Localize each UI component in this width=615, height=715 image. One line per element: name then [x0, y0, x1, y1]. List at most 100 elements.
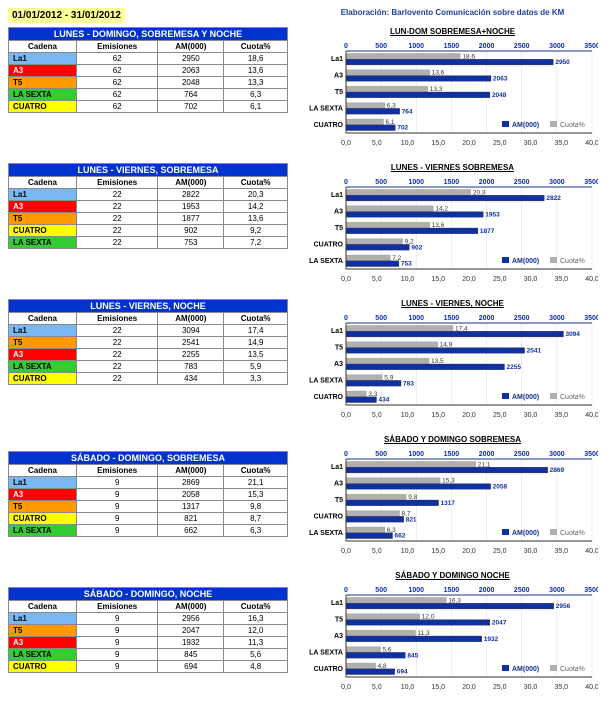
- table-row: CUATRO229029,2: [9, 225, 288, 237]
- table-title: LUNES - VIERNES, SOBREMESA: [9, 164, 288, 177]
- svg-text:2500: 2500: [514, 179, 530, 186]
- svg-text:40,0: 40,0: [585, 548, 598, 555]
- cuota-cell: 13,5: [224, 349, 288, 361]
- table-title: SÁBADO - DOMINGO, NOCHE: [9, 588, 288, 601]
- channel-cell: LA SEXTA: [9, 237, 77, 249]
- svg-text:T5: T5: [335, 225, 343, 232]
- svg-text:35,0: 35,0: [554, 140, 568, 147]
- channel-cell: La1: [9, 53, 77, 65]
- svg-text:3000: 3000: [549, 179, 565, 186]
- emissions-cell: 9: [77, 649, 158, 661]
- table-header: Emisiones: [77, 41, 158, 53]
- bar-chart: 05001000150020002500300035000,05,010,015…: [298, 445, 598, 555]
- svg-text:3094: 3094: [565, 331, 580, 338]
- data-table: SÁBADO - DOMINGO, SOBREMESACadenaEmision…: [8, 451, 288, 537]
- am-cell: 1317: [158, 501, 224, 513]
- emissions-cell: 22: [77, 361, 158, 373]
- svg-text:2500: 2500: [514, 43, 530, 50]
- svg-text:10,0: 10,0: [401, 140, 415, 147]
- svg-text:783: 783: [403, 380, 414, 387]
- svg-text:10,0: 10,0: [401, 276, 415, 283]
- svg-text:35,0: 35,0: [554, 276, 568, 283]
- svg-text:821: 821: [406, 516, 417, 523]
- table-panel: SÁBADO - DOMINGO, SOBREMESACadenaEmision…: [8, 451, 288, 537]
- am-cell: 783: [158, 361, 224, 373]
- cuota-cell: 12,0: [224, 625, 288, 637]
- svg-text:20,0: 20,0: [462, 276, 476, 283]
- svg-text:30,0: 30,0: [524, 548, 538, 555]
- svg-text:1000: 1000: [408, 315, 424, 322]
- cuota-cell: 6,3: [224, 525, 288, 537]
- bar-chart: 05001000150020002500300035000,05,010,015…: [298, 37, 598, 147]
- svg-text:2000: 2000: [479, 43, 495, 50]
- svg-text:0: 0: [344, 179, 348, 186]
- svg-text:15,0: 15,0: [431, 412, 445, 419]
- chart-panel: LUNES - VIERNES SOBREMESA050010001500200…: [298, 163, 607, 285]
- channel-cell: CUATRO: [9, 661, 77, 673]
- svg-text:La1: La1: [331, 56, 343, 63]
- table-header: AM(000): [158, 313, 224, 325]
- svg-text:2500: 2500: [514, 315, 530, 322]
- channel-cell: T5: [9, 625, 77, 637]
- svg-text:500: 500: [375, 587, 387, 594]
- channel-cell: A3: [9, 349, 77, 361]
- svg-text:2500: 2500: [514, 587, 530, 594]
- table-title: SÁBADO - DOMINGO, SOBREMESA: [9, 452, 288, 465]
- svg-text:15,0: 15,0: [431, 140, 445, 147]
- svg-text:A3: A3: [334, 633, 343, 640]
- svg-text:3500: 3500: [584, 315, 598, 322]
- table-header: AM(000): [158, 601, 224, 613]
- cuota-cell: 5,6: [224, 649, 288, 661]
- table-panel: LUNES - DOMINGO, SOBREMESA Y NOCHECadena…: [8, 27, 288, 113]
- svg-text:La1: La1: [331, 464, 343, 471]
- cuota-cell: 5,9: [224, 361, 288, 373]
- bar-chart: 05001000150020002500300035000,05,010,015…: [298, 581, 598, 691]
- svg-text:0: 0: [344, 587, 348, 594]
- table-row: CUATRO98218,7: [9, 513, 288, 525]
- svg-text:15,0: 15,0: [431, 684, 445, 691]
- channel-cell: LA SEXTA: [9, 525, 77, 537]
- svg-text:40,0: 40,0: [585, 412, 598, 419]
- table-row: A322195314,2: [9, 201, 288, 213]
- svg-text:2000: 2000: [479, 315, 495, 322]
- emissions-cell: 9: [77, 513, 158, 525]
- am-cell: 2047: [158, 625, 224, 637]
- svg-text:30,0: 30,0: [524, 140, 538, 147]
- am-cell: 2869: [158, 477, 224, 489]
- svg-text:La1: La1: [331, 600, 343, 607]
- svg-text:10,0: 10,0: [401, 684, 415, 691]
- cuota-cell: 9,8: [224, 501, 288, 513]
- table-header: Cuota%: [224, 313, 288, 325]
- cuota-cell: 20,3: [224, 189, 288, 201]
- am-cell: 702: [158, 101, 224, 113]
- channel-cell: La1: [9, 613, 77, 625]
- emissions-cell: 22: [77, 349, 158, 361]
- svg-text:AM(000): AM(000): [512, 666, 539, 673]
- table-row: LA SEXTA227835,9: [9, 361, 288, 373]
- data-table: SÁBADO - DOMINGO, NOCHECadenaEmisionesAM…: [8, 587, 288, 673]
- svg-text:T5: T5: [335, 345, 343, 352]
- svg-text:30,0: 30,0: [524, 684, 538, 691]
- svg-text:3000: 3000: [549, 451, 565, 458]
- table-header: Cadena: [9, 177, 77, 189]
- svg-text:20,0: 20,0: [462, 684, 476, 691]
- svg-text:LA SEXTA: LA SEXTA: [309, 377, 343, 384]
- am-cell: 2822: [158, 189, 224, 201]
- emissions-cell: 9: [77, 525, 158, 537]
- table-header: Emisiones: [77, 177, 158, 189]
- cuota-cell: 14,2: [224, 201, 288, 213]
- table-header: AM(000): [158, 465, 224, 477]
- channel-cell: T5: [9, 77, 77, 89]
- table-row: LA SEXTA227537,2: [9, 237, 288, 249]
- am-cell: 1877: [158, 213, 224, 225]
- svg-text:AM(000): AM(000): [512, 258, 539, 265]
- svg-text:CUATRO: CUATRO: [314, 241, 344, 248]
- am-cell: 2541: [158, 337, 224, 349]
- cuota-cell: 13,6: [224, 65, 288, 77]
- cuota-cell: 21,1: [224, 477, 288, 489]
- data-table: LUNES - VIERNES, SOBREMESACadenaEmisione…: [8, 163, 288, 249]
- svg-text:35,0: 35,0: [554, 684, 568, 691]
- channel-cell: A3: [9, 637, 77, 649]
- emissions-cell: 22: [77, 201, 158, 213]
- channel-cell: LA SEXTA: [9, 361, 77, 373]
